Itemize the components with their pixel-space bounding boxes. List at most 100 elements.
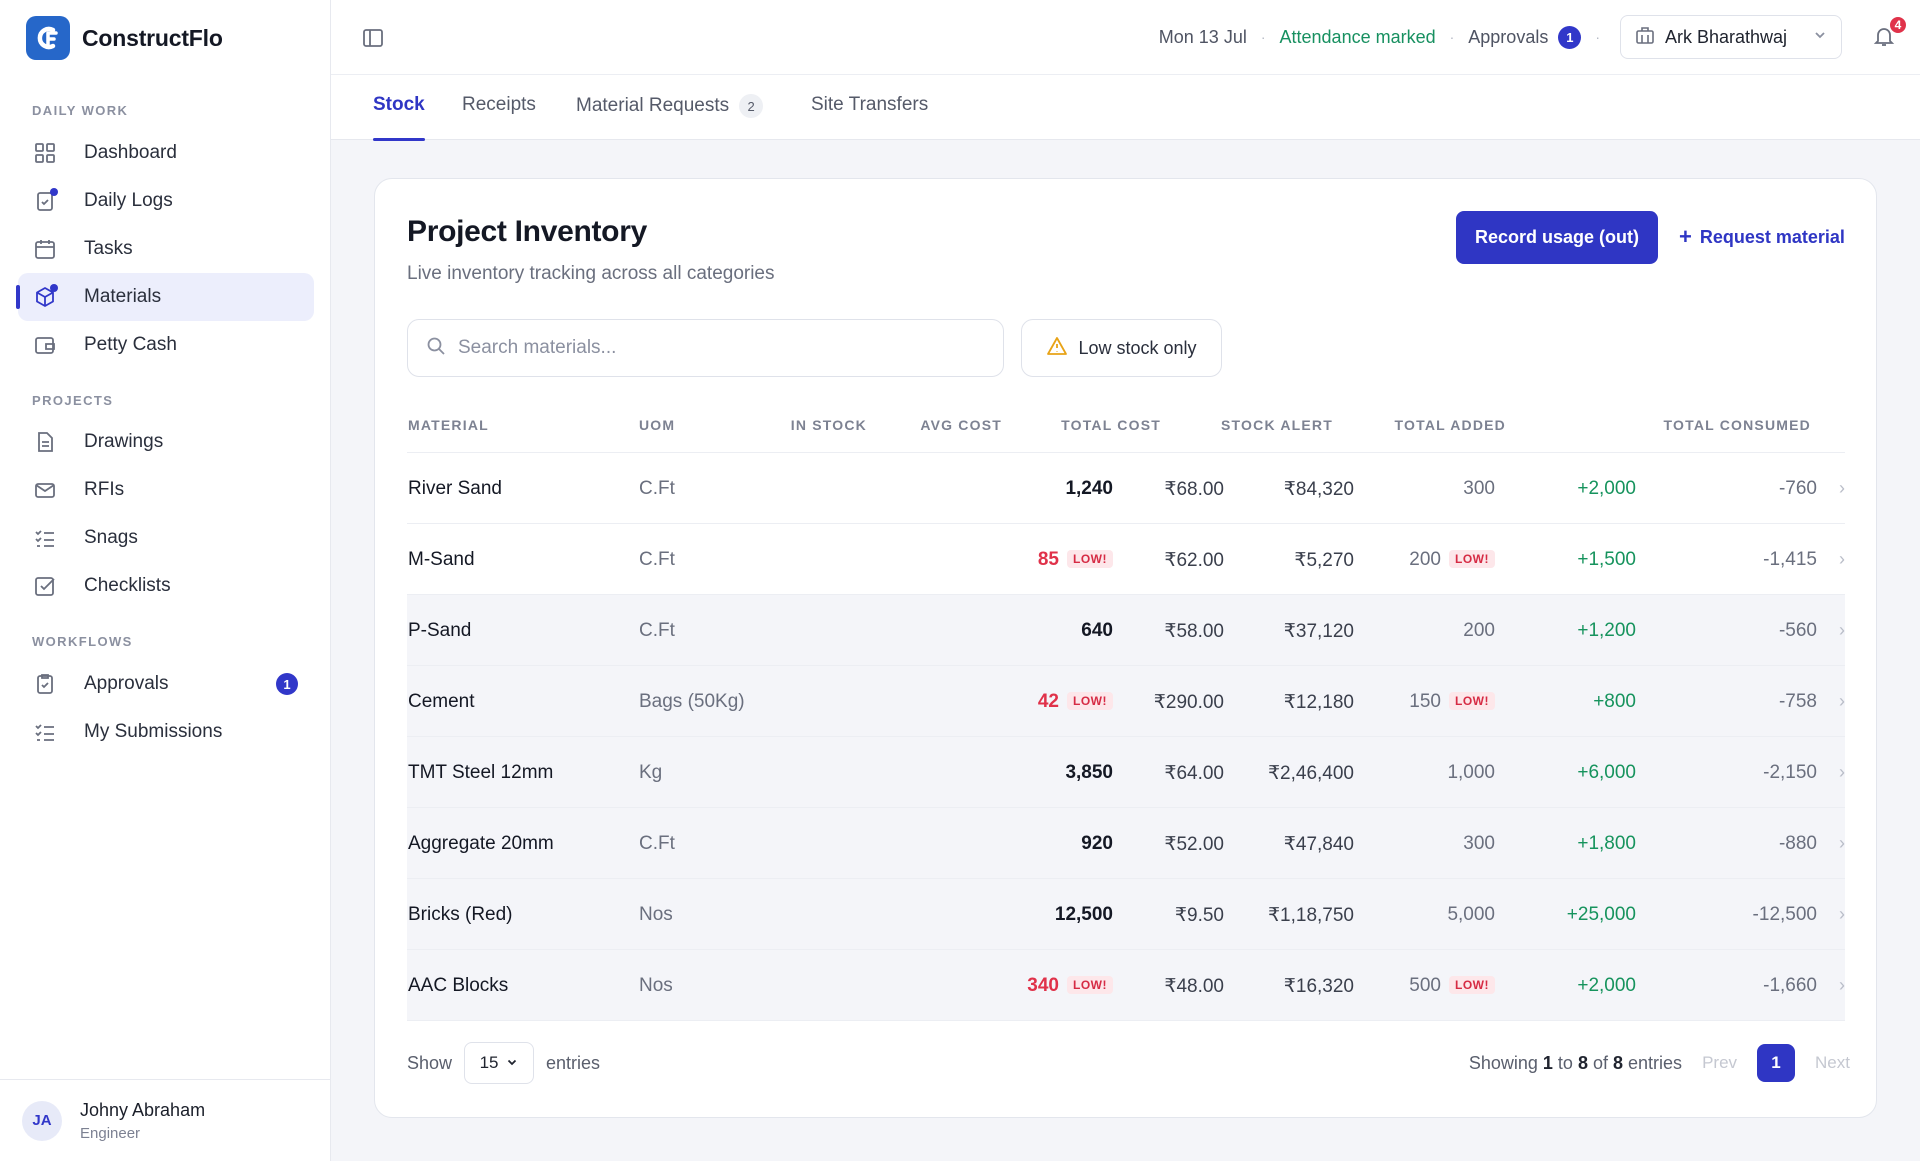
cell-total-consumed: -760 <box>1778 478 1817 499</box>
tab-material-requests[interactable]: Material Requests 2 <box>576 94 764 118</box>
cell-in-stock: 1,240 <box>1065 478 1113 500</box>
user-switcher[interactable]: Ark Bharathwaj <box>1620 15 1842 59</box>
sidebar-item-daily-logs[interactable]: Daily Logs <box>18 177 314 225</box>
sidebar-item-petty-cash[interactable]: Petty Cash <box>18 321 314 369</box>
column-header-material[interactable]: MATERIAL <box>408 417 489 433</box>
sidebar-item-checklists[interactable]: Checklists <box>18 562 314 610</box>
cell-total-consumed: -880 <box>1778 833 1817 854</box>
brand-name: ConstructFlo <box>82 24 223 51</box>
low-stock-badge: LOW! <box>1067 692 1113 710</box>
sidebar-item-my-submissions[interactable]: My Submissions <box>18 708 314 756</box>
notifications-button[interactable]: 4 <box>1872 15 1908 50</box>
user-profile[interactable]: JA Johny Abraham Engineer <box>0 1079 331 1161</box>
next-page-button[interactable]: Next <box>1815 1053 1850 1072</box>
section-label-workflows: WORKFLOWS <box>32 634 133 649</box>
cell-in-stock: 920 <box>1081 833 1113 855</box>
sidebar-item-drawings[interactable]: Drawings <box>18 418 314 466</box>
sidebar-item-materials[interactable]: Materials <box>16 273 314 321</box>
chevron-right-icon: › <box>1839 478 1845 498</box>
request-material-button[interactable]: + Request material <box>1679 224 1845 250</box>
stock-alert-value: 300 <box>1463 478 1495 499</box>
pagination: Showing 1 to 8 of 8 entries Prev 1 Next <box>1469 1042 1850 1084</box>
cell-uom: Bags (50Kg) <box>639 691 745 712</box>
low-stock-badge: LOW! <box>1067 550 1113 568</box>
cell-avg-cost: ₹48.00 <box>1164 976 1224 997</box>
table-row[interactable]: AAC Blocks Nos 340 LOW! ₹48.00 ₹16,320 500 LOW!… <box>407 950 1845 1021</box>
cell-material: AAC Blocks <box>408 975 509 996</box>
showing-total: 8 <box>1613 1052 1624 1073</box>
tab-site-transfers[interactable]: Site Transfers <box>811 94 928 116</box>
showing-summary: Showing 1 to 8 of 8 entries <box>1469 1053 1682 1074</box>
table-row[interactable]: Aggregate 20mm C.Ft 920 ₹52.00 ₹47,840 300 +1,… <box>407 808 1845 879</box>
cell-total-added: +1,500 <box>1577 549 1636 570</box>
low-stock-filter-label: Low stock only <box>1078 337 1197 358</box>
stock-alert-value: 200 <box>1409 549 1441 570</box>
low-stock-badge: LOW! <box>1449 692 1495 710</box>
prev-page-button[interactable]: Prev <box>1702 1053 1738 1072</box>
sidebar-item-label: Materials <box>84 286 162 307</box>
page-size-select[interactable]: 15 <box>464 1042 535 1084</box>
chevron-right-icon: › <box>1839 691 1845 711</box>
cell-material: M-Sand <box>408 549 475 570</box>
low-stock-filter-button[interactable]: Low stock only <box>1021 319 1222 377</box>
stock-alert-value: 300 <box>1463 833 1495 854</box>
sidebar-item-snags[interactable]: Snags <box>18 514 314 562</box>
cell-total-cost: ₹47,840 <box>1283 834 1354 855</box>
column-header-stock-alert[interactable]: STOCK ALERT <box>1221 417 1333 433</box>
brand[interactable]: ConstructFlo <box>26 16 223 60</box>
tab-receipts[interactable]: Receipts <box>462 94 536 116</box>
clipboard-check-icon <box>32 671 58 697</box>
table-row[interactable]: River Sand C.Ft 1,240 ₹68.00 ₹84,320 300 +2,00… <box>407 453 1845 524</box>
approvals-link[interactable]: Approvals 1 <box>1468 25 1582 49</box>
table-row[interactable]: TMT Steel 12mm Kg 3,850 ₹64.00 ₹2,46,400 1,00… <box>407 737 1845 808</box>
column-header-total-consumed[interactable]: TOTAL CONSUMED <box>1663 417 1811 433</box>
entries-label: entries <box>546 1052 601 1073</box>
cell-avg-cost: ₹64.00 <box>1164 763 1224 784</box>
sidebar-item-tasks[interactable]: Tasks <box>18 225 314 273</box>
cell-total-consumed: -12,500 <box>1752 904 1817 925</box>
list-check-icon <box>32 525 58 551</box>
table-row[interactable]: Cement Bags (50Kg) 42 LOW! ₹290.00 ₹12,180 150… <box>407 666 1845 737</box>
user-name: Johny Abraham <box>80 1099 206 1120</box>
column-header-uom[interactable]: UOM <box>639 417 676 433</box>
sidebar-item-label: Checklists <box>84 575 171 596</box>
tab-stock[interactable]: Stock <box>373 94 425 141</box>
cell-stock-alert: 500 LOW! <box>1409 975 1495 997</box>
sidebar-item-label: Tasks <box>84 238 133 259</box>
table-body: River Sand C.Ft 1,240 ₹68.00 ₹84,320 300 +2,00… <box>407 453 1845 1021</box>
column-header-in-stock[interactable]: IN STOCK <box>790 417 867 433</box>
sidebar-item-approvals[interactable]: Approvals 1 <box>18 660 314 708</box>
cell-total-cost: ₹84,320 <box>1283 479 1354 500</box>
column-header-total-added[interactable]: TOTAL ADDED <box>1394 417 1506 433</box>
clipboard-check-icon <box>32 188 58 214</box>
column-header-total-cost[interactable]: TOTAL COST <box>1061 417 1161 433</box>
cell-material: River Sand <box>408 478 502 499</box>
table-row[interactable]: P-Sand C.Ft 640 ₹58.00 ₹37,120 200 +1,200 -560 › <box>407 595 1845 666</box>
stock-alert-value: 200 <box>1463 620 1495 641</box>
cell-total-cost: ₹1,18,750 <box>1267 905 1354 926</box>
search-input[interactable] <box>458 337 978 359</box>
cell-total-consumed: -1,660 <box>1763 975 1817 996</box>
calendar-icon <box>32 236 58 262</box>
cell-total-consumed: -560 <box>1778 620 1817 641</box>
search-box[interactable] <box>407 319 1004 377</box>
table-row[interactable]: M-Sand C.Ft 85 LOW! ₹62.00 ₹5,270 200 LOW! +1,50… <box>407 524 1845 595</box>
sidebar-item-rfis[interactable]: RFIs <box>18 466 314 514</box>
chevron-right-icon: › <box>1839 904 1845 924</box>
table-row[interactable]: Bricks (Red) Nos 12,500 ₹9.50 ₹1,18,750 5,000… <box>407 879 1845 950</box>
in-stock-value: 340 <box>1027 975 1059 996</box>
cell-total-cost: ₹12,180 <box>1283 692 1354 713</box>
sidebar-item-dashboard[interactable]: Dashboard <box>18 129 314 177</box>
column-header-avg-cost[interactable]: AVG COST <box>920 417 1002 433</box>
separator: · <box>1449 29 1455 45</box>
cell-stock-alert: 200 LOW! <box>1409 549 1495 571</box>
in-stock-value: 42 <box>1037 691 1059 712</box>
chevron-right-icon: › <box>1839 975 1845 995</box>
cell-avg-cost: ₹9.50 <box>1174 905 1224 926</box>
cell-total-added: +6,000 <box>1577 762 1636 783</box>
avatar: JA <box>22 1100 62 1141</box>
record-usage-button[interactable]: Record usage (out) <box>1456 211 1658 264</box>
page-1-button[interactable]: 1 <box>1757 1044 1796 1082</box>
page-title: Project Inventory <box>407 215 647 248</box>
sidebar-toggle-icon[interactable] <box>361 26 385 50</box>
